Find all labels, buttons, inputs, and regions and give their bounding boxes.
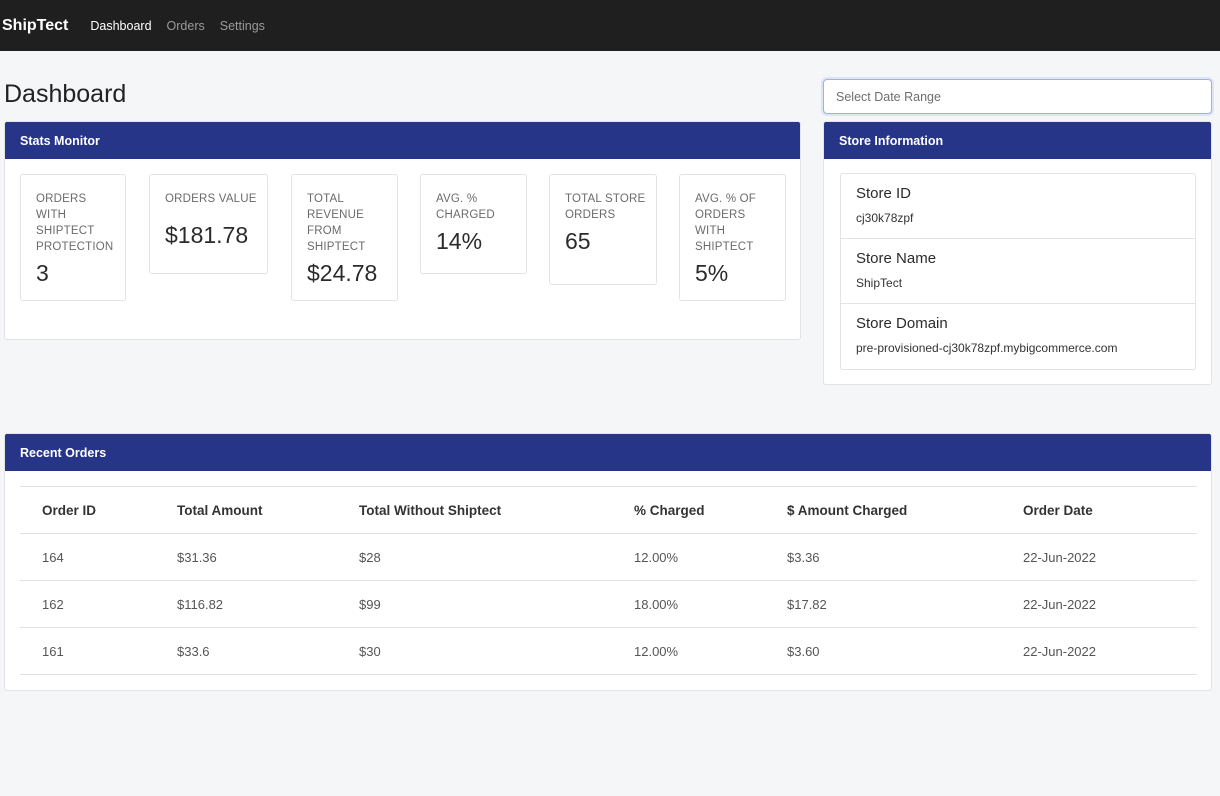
column-header-percent-charged: % Charged [612,486,765,534]
cell-order-id: 164 [20,533,155,581]
cell-order-id: 162 [20,580,155,628]
store-info-list: Store ID cj30k78zpf Store Name ShipTect … [840,173,1196,370]
table-row[interactable]: 162 $116.82 $99 18.00% $17.82 22-Jun-202… [20,580,1197,628]
stat-label: Avg. % of Orders with ShipTect [695,193,757,253]
stat-value: 65 [565,228,591,254]
store-item-value: cj30k78zpf [856,211,914,225]
stat-orders-with-protection: Orders with ShipTect Protection 3 [20,174,126,301]
cell-total-amount: $31.36 [155,533,337,581]
stat-total-revenue: Total Revenue from ShipTect $24.78 [291,174,398,301]
table-header-row: Order ID Total Amount Total Without Ship… [20,486,1197,534]
cell-amount-charged: $3.36 [765,533,1001,581]
cell-percent-charged: 12.00% [612,627,765,675]
stat-label: Total Store Orders [565,193,646,221]
nav-link-settings[interactable]: Settings [219,18,265,33]
cell-total-without-shiptect: $28 [337,533,612,581]
store-id-item: Store ID cj30k78zpf [841,174,1195,239]
cell-amount-charged: $17.82 [765,580,1001,628]
stat-label: Total Revenue from ShipTect [307,193,366,253]
table-row[interactable]: 164 $31.36 $28 12.00% $3.36 22-Jun-2022 [20,533,1197,581]
store-information-card: Store Information Store ID cj30k78zpf St… [823,121,1212,385]
stat-value: $24.78 [307,260,378,286]
store-name-item: Store Name ShipTect [841,239,1195,304]
stat-avg-charged: Avg. % Charged 14% [420,174,527,274]
cell-order-id: 161 [20,627,155,675]
nav-link-orders[interactable]: Orders [166,18,205,33]
column-header-amount-charged: $ Amount Charged [765,486,1001,534]
cell-total-amount: $33.6 [155,627,337,675]
cell-percent-charged: 12.00% [612,533,765,581]
stat-value: 3 [36,260,49,286]
date-range-input[interactable] [823,79,1212,114]
column-header-order-id: Order ID [20,486,155,534]
cell-order-date: 22-Jun-2022 [1001,580,1197,628]
stat-value: $181.78 [165,222,249,248]
store-item-value: ShipTect [856,276,903,290]
stats-monitor-header: Stats Monitor [5,122,800,159]
cell-total-without-shiptect: $99 [337,580,612,628]
store-item-title: Store Name [856,250,937,267]
table-row[interactable]: 161 $33.6 $30 12.00% $3.60 22-Jun-2022 [20,627,1197,675]
cell-total-amount: $116.82 [155,580,337,628]
stat-value: 5% [695,260,729,286]
cell-order-date: 22-Jun-2022 [1001,533,1197,581]
stat-total-store-orders: Total Store Orders 65 [549,174,657,285]
cell-order-date: 22-Jun-2022 [1001,627,1197,675]
orders-table: Order ID Total Amount Total Without Ship… [20,486,1197,675]
store-item-title: Store Domain [856,315,948,332]
recent-orders-header: Recent Orders [5,434,1211,471]
stat-value: 14% [436,228,483,254]
store-item-title: Store ID [856,185,912,202]
store-domain-item: Store Domain pre-provisioned-cj30k78zpf.… [841,304,1195,369]
stat-orders-value: Orders Value $181.78 [149,174,268,274]
column-header-total-amount: Total Amount [155,486,337,534]
stat-avg-orders-with-shiptect: Avg. % of Orders with ShipTect 5% [679,174,786,301]
nav-link-dashboard[interactable]: Dashboard [90,18,152,33]
cell-total-without-shiptect: $30 [337,627,612,675]
top-navbar: ShipTect Dashboard Orders Settings [0,0,1220,51]
page-title: Dashboard [4,80,127,108]
cell-percent-charged: 18.00% [612,580,765,628]
store-item-value: pre-provisioned-cj30k78zpf.mybigcommerce… [856,341,1118,355]
column-header-total-without-shiptect: Total Without Shiptect [337,486,612,534]
stat-label: Orders with ShipTect Protection [36,193,114,253]
column-header-order-date: Order Date [1001,486,1197,534]
cell-amount-charged: $3.60 [765,627,1001,675]
brand-logo[interactable]: ShipTect [2,16,69,34]
store-information-header: Store Information [824,122,1211,159]
recent-orders-card: Recent Orders Order ID Total Amount Tota… [4,433,1212,691]
stat-label: Orders Value [165,193,257,205]
stats-monitor-card: Stats Monitor Orders with ShipTect Prote… [4,121,801,340]
stat-label: Avg. % Charged [436,193,495,221]
